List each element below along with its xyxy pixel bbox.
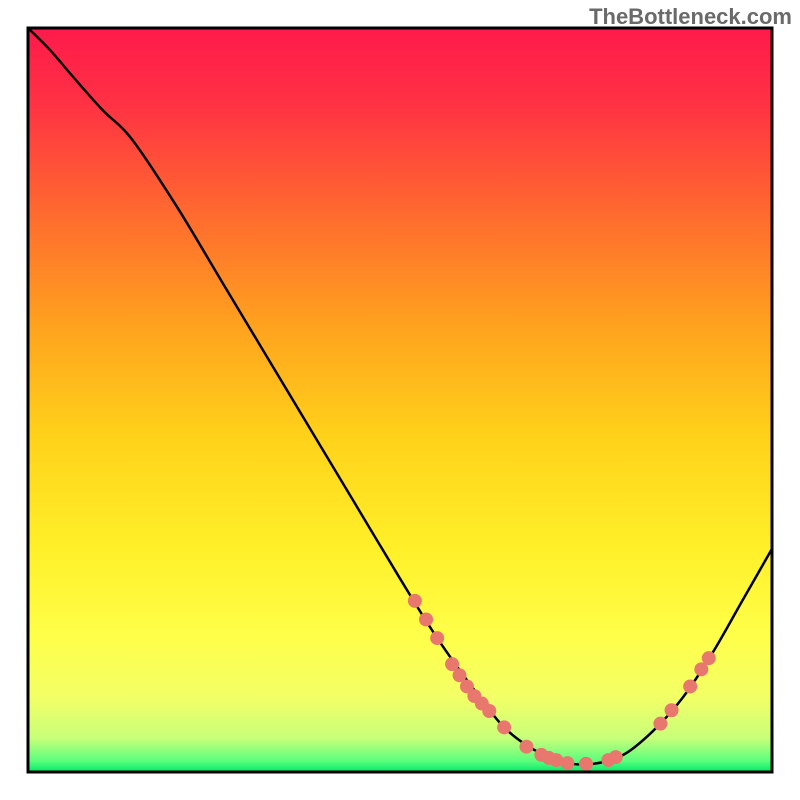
data-marker (702, 651, 716, 665)
bottleneck-chart (0, 0, 800, 800)
data-marker (609, 750, 623, 764)
watermark-text: TheBottleneck.com (589, 4, 792, 30)
chart-stage: TheBottleneck.com (0, 0, 800, 800)
data-marker (579, 757, 593, 771)
data-marker (683, 679, 697, 693)
data-marker (653, 717, 667, 731)
data-marker (519, 740, 533, 754)
data-marker (497, 720, 511, 734)
data-marker (665, 703, 679, 717)
plot-background (28, 28, 772, 772)
data-marker (430, 631, 444, 645)
data-marker (560, 756, 574, 770)
data-marker (482, 704, 496, 718)
data-marker (419, 612, 433, 626)
data-marker (408, 594, 422, 608)
